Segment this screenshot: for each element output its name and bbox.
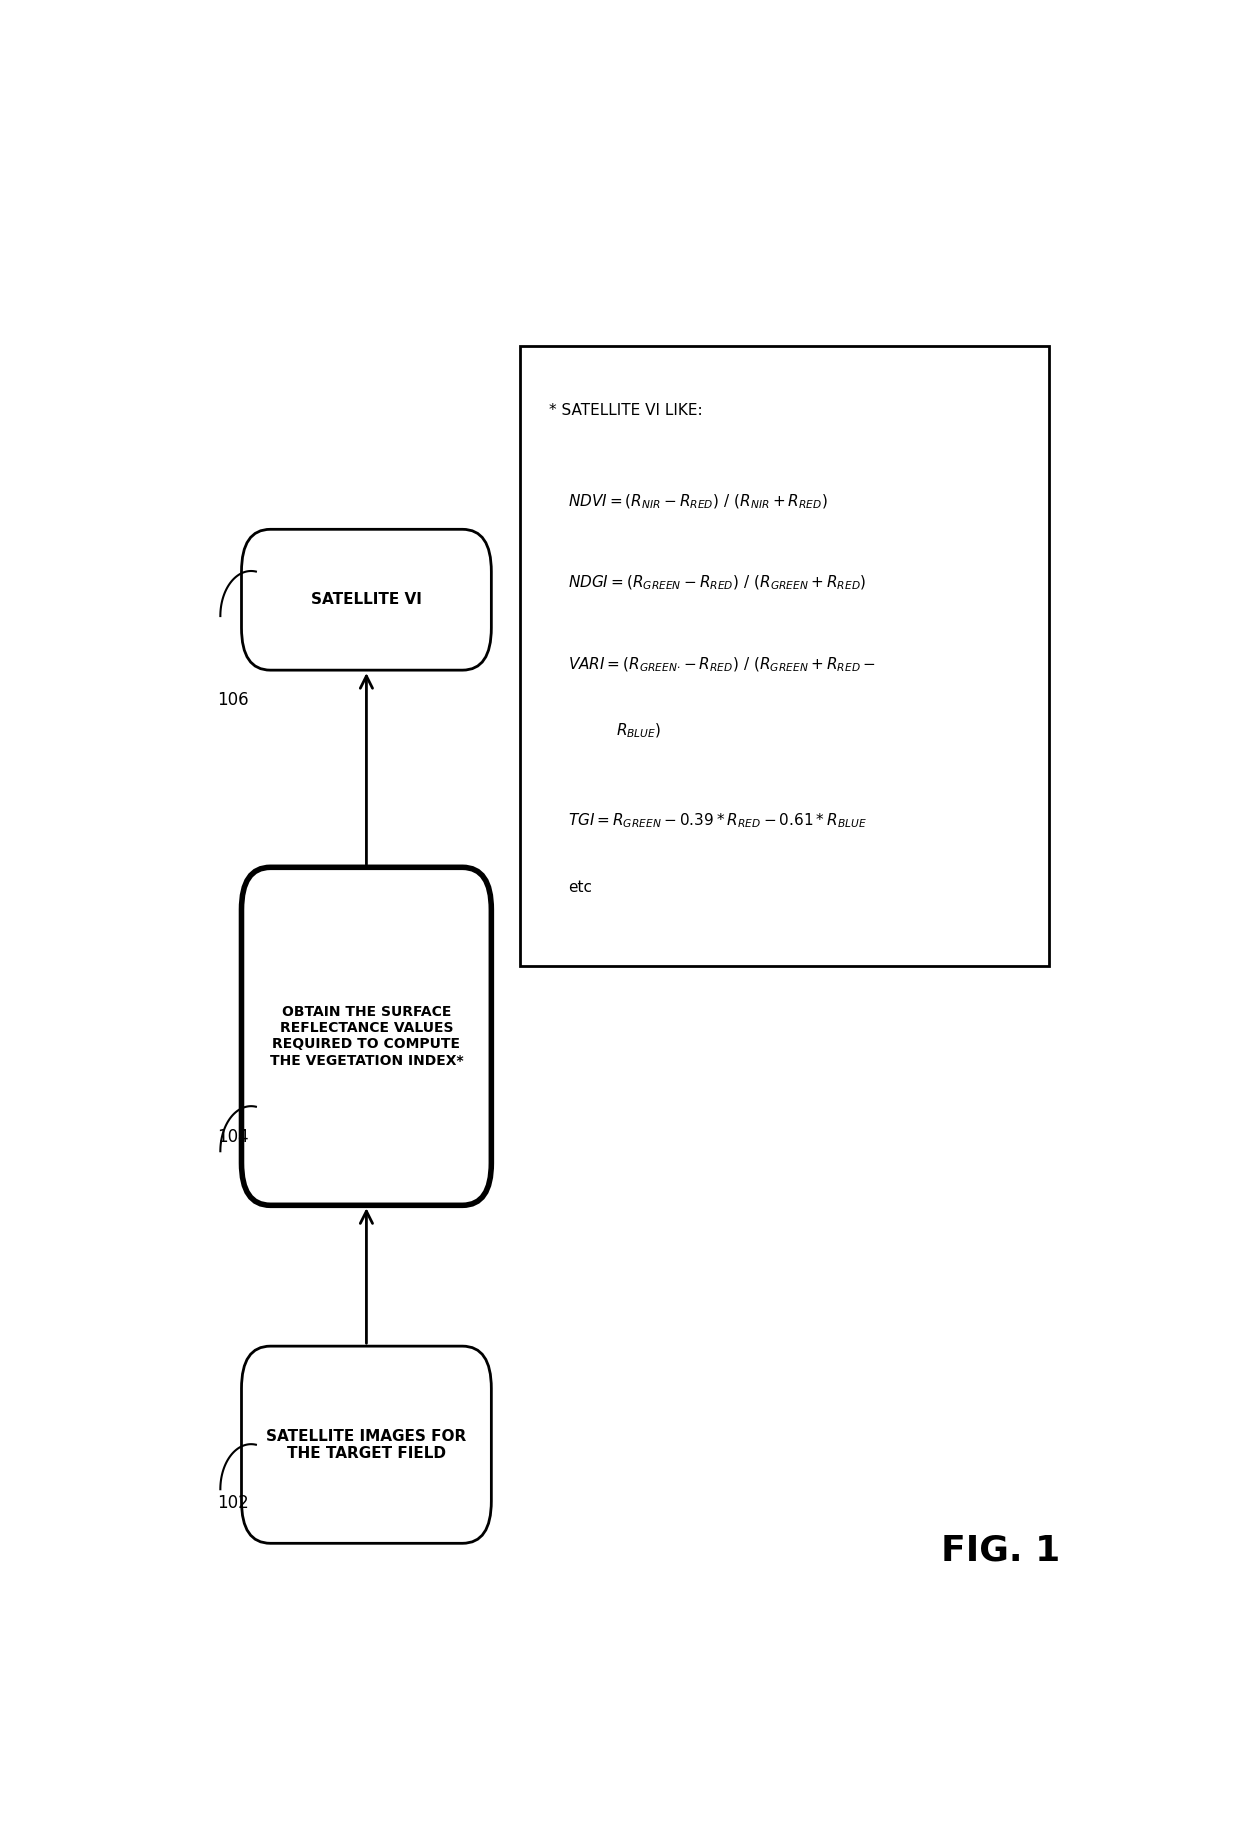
Text: SATELLITE VI: SATELLITE VI bbox=[311, 593, 422, 607]
Text: 102: 102 bbox=[217, 1494, 249, 1513]
Text: OBTAIN THE SURFACE
REFLECTANCE VALUES
REQUIRED TO COMPUTE
THE VEGETATION INDEX*: OBTAIN THE SURFACE REFLECTANCE VALUES RE… bbox=[269, 1004, 464, 1068]
Text: 106: 106 bbox=[217, 691, 249, 710]
Text: FIG. 1: FIG. 1 bbox=[941, 1533, 1060, 1567]
Text: $\mathit{TGI} = \mathit{R}_{\mathit{GREEN}} - 0.39 * \mathit{R}_{\mathit{RED}} -: $\mathit{TGI} = \mathit{R}_{\mathit{GREE… bbox=[568, 810, 867, 830]
Bar bbox=[521, 346, 1049, 966]
Text: * SATELLITE VI LIKE:: * SATELLITE VI LIKE: bbox=[549, 402, 703, 417]
FancyBboxPatch shape bbox=[242, 867, 491, 1205]
Text: SATELLITE IMAGES FOR
THE TARGET FIELD: SATELLITE IMAGES FOR THE TARGET FIELD bbox=[267, 1428, 466, 1461]
Text: $\mathit{R}_{\mathit{BLUE}})$: $\mathit{R}_{\mathit{BLUE}})$ bbox=[616, 721, 662, 739]
Text: $\mathit{NDGI} = (\mathit{R}_{\mathit{GREEN}} - \mathit{R}_{\mathit{RED}})\ /\ (: $\mathit{NDGI} = (\mathit{R}_{\mathit{GR… bbox=[568, 574, 867, 593]
Text: $\mathit{NDVI} = (\mathit{R}_{\mathit{NIR}} - \mathit{R}_{\mathit{RED}})\ /\ (\m: $\mathit{NDVI} = (\mathit{R}_{\mathit{NI… bbox=[568, 492, 828, 510]
FancyBboxPatch shape bbox=[242, 529, 491, 669]
Text: etc: etc bbox=[568, 880, 593, 896]
Text: 104: 104 bbox=[217, 1128, 249, 1145]
Text: $\mathit{VARI} = (\mathit{R}_{\mathit{GREEN{\cdot}}} - \mathit{R}_{\mathit{RED}}: $\mathit{VARI} = (\mathit{R}_{\mathit{GR… bbox=[568, 657, 875, 675]
FancyBboxPatch shape bbox=[242, 1346, 491, 1544]
